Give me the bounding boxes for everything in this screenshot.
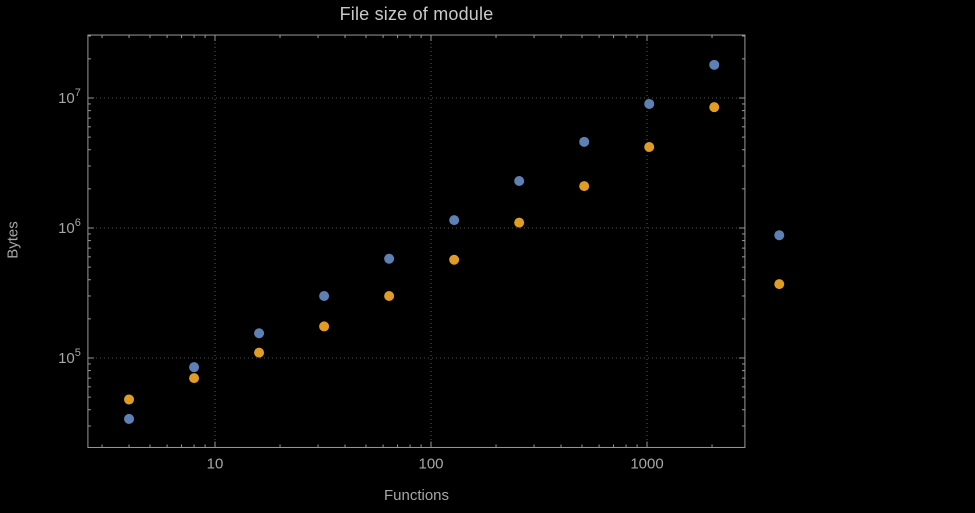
data-point-blue [514, 175, 525, 186]
x-tick-label: 10 [207, 455, 224, 472]
data-point-blue [254, 328, 265, 339]
x-tick-label: 100 [418, 455, 443, 472]
data-point-orange [644, 141, 655, 152]
y-tick-label: 107 [58, 87, 81, 107]
data-point-blue [579, 136, 590, 147]
data-point-orange [384, 290, 395, 301]
data-point-blue [384, 253, 395, 264]
chart-title: File size of module [339, 4, 494, 24]
data-point-orange [449, 254, 460, 265]
y-tick-label: 105 [58, 347, 81, 367]
data-point-orange [709, 102, 720, 113]
data-point-blue [449, 215, 460, 226]
data-point-blue [709, 59, 720, 70]
data-point-blue [774, 230, 785, 241]
data-point-orange [319, 321, 330, 332]
y-tick-label: 106 [58, 217, 81, 237]
data-point-orange [579, 181, 590, 192]
x-tick-label: 1000 [630, 455, 663, 472]
data-point-blue [189, 362, 200, 373]
data-point-orange [774, 279, 785, 290]
data-point-orange [514, 217, 525, 228]
x-axis-label: Functions [383, 487, 450, 504]
data-point-blue [124, 413, 135, 424]
data-point-orange [254, 347, 265, 358]
plot-frame [87, 34, 746, 448]
data-point-blue [644, 98, 655, 109]
data-point-orange [124, 394, 135, 405]
y-axis-label: Bytes [4, 221, 22, 259]
data-point-blue [319, 290, 330, 301]
data-point-orange [189, 373, 200, 384]
